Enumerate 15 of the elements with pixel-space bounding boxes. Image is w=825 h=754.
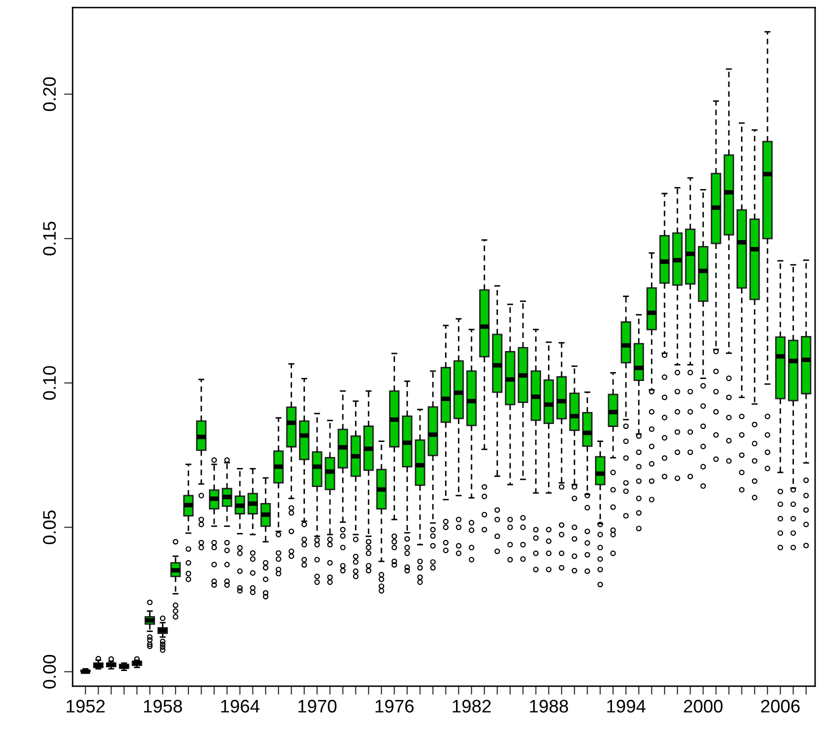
x-tick-label: 1952: [66, 700, 105, 713]
y-tick-label: 0.10: [43, 366, 56, 400]
x-tick-label: 1970: [298, 700, 336, 713]
x-tick-label: 2006: [761, 700, 800, 713]
x-tick-label: 1994: [607, 700, 646, 713]
x-tick-label: 1958: [144, 700, 182, 713]
y-tick-label: 0.00: [43, 654, 56, 689]
y-tick-label: 0.15: [43, 222, 56, 256]
x-tick-label: 1964: [221, 700, 260, 713]
x-tick-label: 1988: [530, 700, 568, 713]
x-tick-label: 1982: [452, 700, 491, 713]
x-tick-label: 1976: [376, 700, 414, 713]
x-tick-label: 2000: [684, 700, 723, 713]
y-tick-label: 0.20: [43, 77, 56, 112]
y-tick-label: 0.05: [43, 510, 56, 544]
